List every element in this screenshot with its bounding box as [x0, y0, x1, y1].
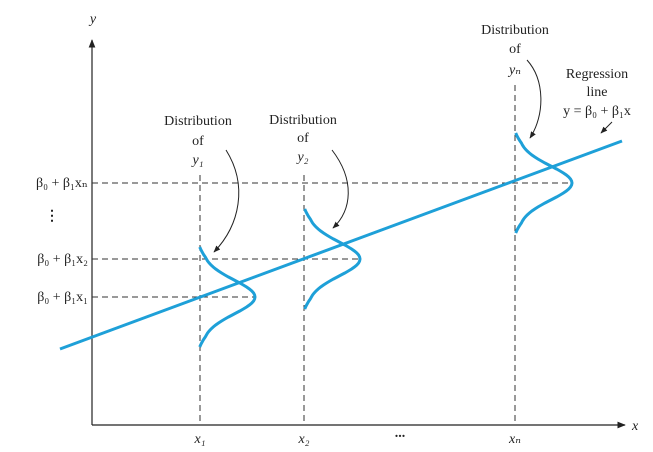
distribution-curves: [198, 132, 574, 348]
regression-label: Regression: [566, 67, 628, 82]
dist-label: Distribution: [481, 23, 549, 38]
dist-label: y₁: [190, 153, 203, 168]
arrow: [213, 149, 240, 253]
arrow: [600, 121, 613, 134]
arrow: [526, 59, 542, 139]
guides: [92, 85, 572, 425]
dist-label: Distribution: [164, 114, 232, 129]
dist-label: Distribution: [269, 113, 337, 128]
dist-label: yₙ: [507, 63, 521, 78]
bell-curve: [198, 246, 257, 348]
regression-line: [59, 139, 623, 351]
dist-label: of: [297, 131, 309, 146]
arrow: [331, 149, 349, 229]
y-label: ⋮: [45, 209, 59, 224]
dist-label: y₂: [295, 150, 308, 165]
regression-label: line: [587, 85, 608, 100]
regression-label: y = β₀ + β₁x: [563, 104, 631, 119]
y-axis-label: y: [88, 12, 97, 27]
dist-label: of: [509, 42, 521, 57]
bell-curve: [303, 208, 362, 310]
y-label: β₀ + β₁xₙ: [36, 176, 88, 191]
x-label: x₁: [193, 432, 205, 447]
x-label: ...: [395, 426, 406, 441]
x-label: x₂: [297, 432, 309, 447]
x-axis-label: x: [631, 419, 639, 434]
dist-label: of: [192, 134, 204, 149]
bell-curve: [514, 132, 574, 234]
y-label: β₀ + β₁x₂: [37, 252, 88, 267]
x-label: xₙ: [508, 432, 521, 447]
y-label: β₀ + β₁x₁: [37, 290, 88, 305]
